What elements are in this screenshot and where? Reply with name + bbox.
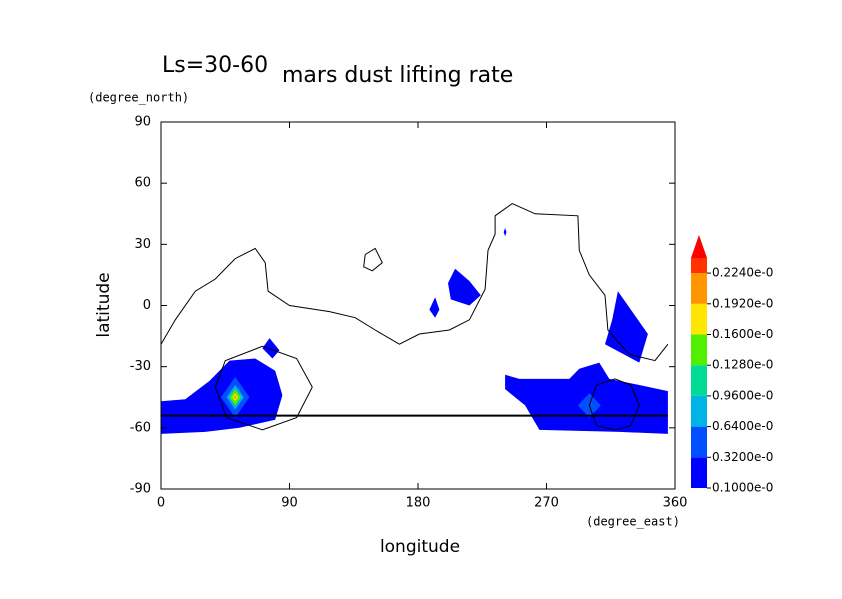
colorbar-label: 0.9600e-0 <box>712 388 773 402</box>
x-unit: (degree_east) <box>586 515 680 529</box>
y-tick-label: -60 <box>130 420 151 435</box>
colorbar-band <box>691 426 707 458</box>
colorbar-band <box>691 457 707 488</box>
y-unit: (degree_north) <box>88 91 189 105</box>
y-tick-label: 90 <box>134 115 151 130</box>
colorbar-band <box>691 258 707 274</box>
x-axis-label: longitude <box>380 537 460 557</box>
colorbar-band <box>691 334 707 366</box>
y-tick-label: 30 <box>134 237 151 252</box>
chart-title: mars dust lifting rate <box>282 63 513 88</box>
colorbar-band <box>691 303 707 335</box>
colorbar-label: 0.6400e-0 <box>712 419 773 433</box>
y-tick-label: 60 <box>134 176 151 191</box>
topography-contour <box>160 203 669 362</box>
colorbar-label: 0.1920e-0 <box>712 296 773 310</box>
y-tick-label: -30 <box>130 359 151 374</box>
dust-fill <box>429 297 440 318</box>
dust-fill <box>233 395 237 400</box>
colorbar-label: 0.1600e-0 <box>712 327 773 341</box>
colorbar-label: 0.3200e-0 <box>712 450 773 464</box>
y-tick-label: 0 <box>143 298 151 313</box>
dust-fill <box>448 268 481 306</box>
topography-contour <box>214 345 313 431</box>
topography-contour <box>363 247 383 272</box>
dust-fill <box>605 291 648 363</box>
x-tick-label: 360 <box>663 496 688 511</box>
subtitle: Ls=30-60 <box>162 53 268 78</box>
dust-fill <box>503 228 507 237</box>
x-tick-label: 0 <box>157 496 165 511</box>
topography-contour <box>588 378 640 431</box>
colorbar-band <box>691 273 707 304</box>
colorbar-label: 0.1280e-0 <box>712 358 773 372</box>
colorbar-label: 0.2240e-0 <box>712 266 773 280</box>
colorbar-band <box>691 395 707 427</box>
dust-fill <box>262 338 280 359</box>
x-tick-label: 90 <box>281 496 298 511</box>
y-axis-label: latitude <box>94 272 114 337</box>
x-tick-label: 270 <box>534 496 559 511</box>
colorbar-label: 0.1000e-0 <box>712 481 773 495</box>
y-tick-label: -90 <box>130 482 151 497</box>
colorbar-band <box>691 365 707 396</box>
plot-area <box>160 203 669 434</box>
x-tick-label: 180 <box>406 496 431 511</box>
colorbar-arrow <box>691 235 707 258</box>
